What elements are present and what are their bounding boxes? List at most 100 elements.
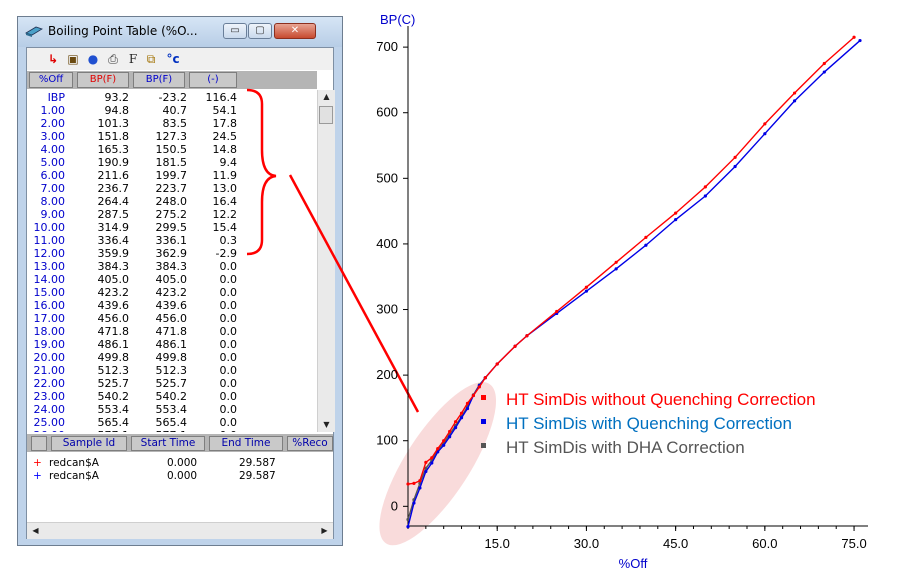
minimize-button[interactable]: ▭ [223, 23, 247, 39]
data-point [442, 439, 446, 443]
header-percent-off[interactable]: %Off [29, 72, 73, 88]
difference-cell: 12.2 [212, 208, 238, 221]
scroll-thumb[interactable] [319, 106, 333, 124]
header-difference[interactable]: (-) [189, 72, 237, 88]
data-point [418, 486, 422, 490]
molecule-icon[interactable]: ● [87, 52, 99, 66]
table-row[interactable]: 26.00577.1577.10.0 [27, 429, 317, 432]
data-point [792, 99, 797, 103]
series-line [407, 36, 855, 485]
difference-cell: 0.0 [219, 299, 238, 312]
percent-off-cell: 20.00 [33, 351, 66, 364]
table-row[interactable]: 7.00 236.7 223.7 13.0 [27, 182, 317, 195]
close-button[interactable]: ✕ [274, 23, 316, 39]
sample-row[interactable]: + redcan$A 0.000 29.587 [27, 457, 327, 469]
scroll-down-arrow-icon[interactable]: ▼ [323, 420, 330, 429]
table-row[interactable]: 21.00 512.3 512.3 0.0 [27, 364, 317, 377]
fahrenheit-icon[interactable]: F [128, 52, 138, 66]
header-percent-recovery[interactable]: %Reco [287, 436, 333, 451]
table-row[interactable]: 12.00 359.9 362.9 -2.9 [27, 247, 317, 260]
header-sample-id[interactable]: Sample Id [51, 436, 127, 451]
data-point [792, 91, 797, 95]
bp-corrected-cell: 439.6 [155, 299, 188, 312]
percent-off-cell: 5.00 [40, 156, 66, 169]
legend-entry: HT SimDis with DHA Correction [506, 438, 745, 457]
table-row[interactable]: 5.00 190.9 181.5 9.4 [27, 156, 317, 169]
clipboard-icon[interactable]: ▣ [67, 52, 79, 66]
table-row[interactable]: 11.00 336.4 336.1 0.3 [27, 234, 317, 247]
sample-start: 0.000 [167, 457, 198, 469]
table-row[interactable]: 9.00 287.5 275.2 12.2 [27, 208, 317, 221]
table-row[interactable]: 19.00 486.1 486.1 0.0 [27, 338, 317, 351]
table-row[interactable]: 22.00 525.7 525.7 0.0 [27, 377, 317, 390]
bp-uncorrected-cell: 471.8 [97, 325, 130, 338]
table-row[interactable]: IBP 93.2 -23.2 116.4 [27, 91, 317, 104]
data-point [453, 420, 458, 424]
bp-uncorrected-cell: 151.8 [97, 130, 130, 143]
bp-corrected-cell: 181.5 [155, 156, 188, 169]
data-point [436, 446, 440, 451]
table-row[interactable]: 15.00 423.2 423.2 0.0 [27, 286, 317, 299]
toolbar: ↳ ▣ ● ⎙ F ⧉ °c [27, 48, 333, 70]
scroll-up-arrow-icon[interactable]: ▲ [323, 92, 330, 101]
table-row[interactable]: 16.00 439.6 439.6 0.0 [27, 299, 317, 312]
percent-off-cell: 13.00 [33, 260, 66, 273]
red-arrow-icon[interactable]: ↳ [47, 52, 59, 66]
table-row[interactable]: 23.00 540.2 540.2 0.0 [27, 390, 317, 403]
table-row[interactable]: 25.00 565.4 565.4 0.0 [27, 416, 317, 429]
data-point [406, 482, 410, 486]
red-brace-annotation [246, 88, 277, 256]
percent-off-cell: IBP [47, 91, 65, 104]
table-row[interactable]: 1.00 94.8 40.7 54.1 [27, 104, 317, 117]
table-row[interactable]: 2.00 101.3 83.5 17.8 [27, 117, 317, 130]
table-row[interactable]: 8.00 264.4 248.0 16.4 [27, 195, 317, 208]
print-icon[interactable]: ⎙ [108, 52, 118, 66]
scroll-right-arrow-icon[interactable]: ▶ [321, 526, 328, 535]
sample-id: redcan$A [49, 457, 99, 469]
header-start-time[interactable]: Start Time [131, 436, 205, 451]
table-row[interactable]: 18.00 471.8 471.8 0.0 [27, 325, 317, 338]
percent-off-cell: 22.00 [33, 377, 66, 390]
scroll-left-arrow-icon[interactable]: ◀ [32, 526, 39, 535]
y-tick-label: 400 [376, 236, 398, 251]
sample-select-header[interactable] [31, 436, 47, 451]
table-row[interactable]: 3.00 151.8 127.3 24.5 [27, 130, 317, 143]
horizontal-scrollbar[interactable]: ◀ ▶ [27, 522, 333, 539]
table-row[interactable]: 13.00 384.3 384.3 0.0 [27, 260, 317, 273]
copy-icon[interactable]: ⧉ [146, 52, 156, 66]
restore-button[interactable]: ▢ [248, 23, 272, 39]
percent-off-cell: 4.00 [40, 143, 66, 156]
y-tick-label: 600 [376, 105, 398, 120]
bp-uncorrected-cell: 211.6 [97, 169, 130, 182]
bp-corrected-cell: 83.5 [162, 117, 188, 130]
sample-row[interactable]: + redcan$A 0.000 29.587 [27, 470, 327, 482]
bp-uncorrected-cell: 553.4 [97, 403, 130, 416]
difference-cell: 0.0 [219, 325, 238, 338]
header-bp-f-red[interactable]: BP(F) [77, 72, 129, 88]
header-bp-f-blue[interactable]: BP(F) [133, 72, 185, 88]
table-row[interactable]: 14.00 405.0 405.0 0.0 [27, 273, 317, 286]
data-point [763, 122, 767, 126]
legend-marker [481, 419, 486, 424]
difference-cell: 0.0 [219, 351, 238, 364]
data-point [412, 481, 416, 485]
header-end-time[interactable]: End Time [209, 436, 283, 451]
bp-corrected-cell: 540.2 [155, 390, 188, 403]
celsius-icon[interactable]: °c [166, 52, 180, 66]
table-row[interactable]: 4.00 165.3 150.5 14.8 [27, 143, 317, 156]
table-row[interactable]: 6.00 211.6 199.7 11.9 [27, 169, 317, 182]
data-point [733, 155, 737, 159]
bp-corrected-cell: 199.7 [155, 169, 188, 182]
table-row[interactable]: 17.00 456.0 456.0 0.0 [27, 312, 317, 325]
difference-cell: 24.5 [212, 130, 238, 143]
vertical-scrollbar[interactable]: ▲ ▼ [317, 90, 335, 432]
table-row[interactable]: 24.00 553.4 553.4 0.0 [27, 403, 317, 416]
window-titlebar[interactable]: Boiling Point Table (%O... ▭ ▢ ✕ [18, 17, 342, 47]
bp-corrected-cell: 577.1 [131, 429, 188, 432]
sample-start: 0.000 [167, 470, 198, 482]
difference-cell: 13.0 [212, 182, 238, 195]
bp-corrected-cell: 40.7 [162, 104, 188, 117]
data-point [555, 309, 559, 314]
table-row[interactable]: 10.00 314.9 299.5 15.4 [27, 221, 317, 234]
table-row[interactable]: 20.00 499.8 499.8 0.0 [27, 351, 317, 364]
